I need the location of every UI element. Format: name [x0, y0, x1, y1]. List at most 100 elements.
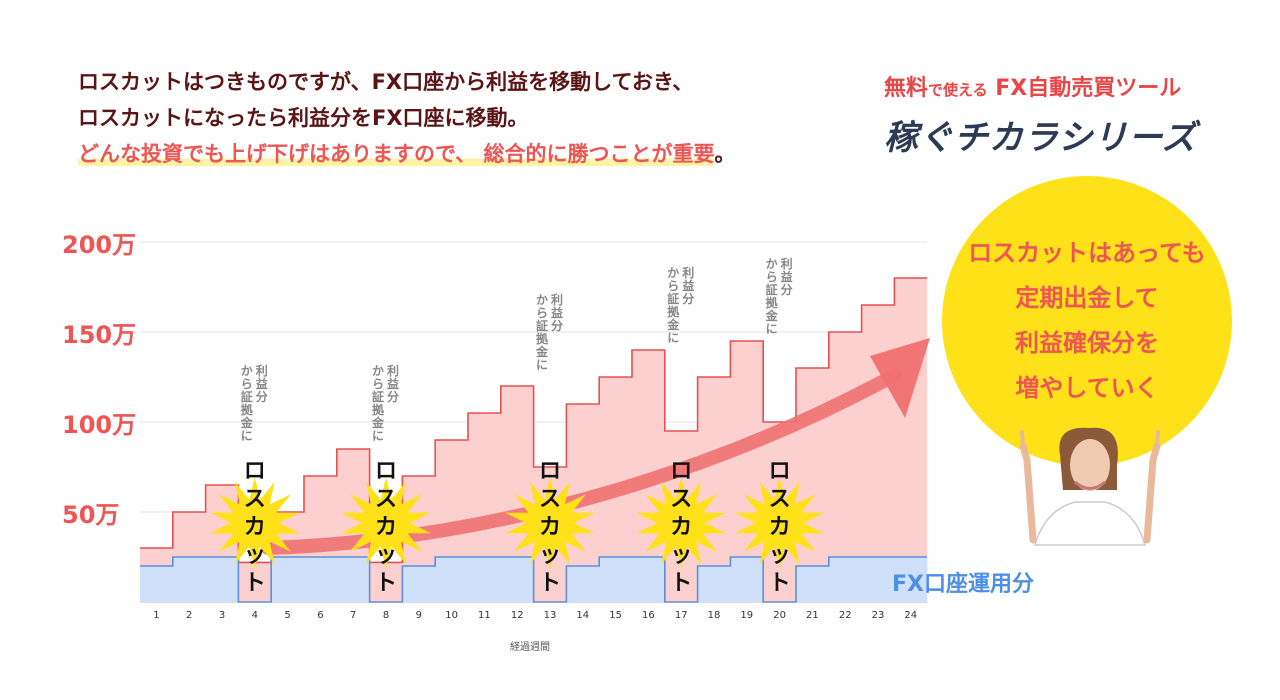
x-tick-label: 24: [904, 610, 917, 621]
fx-step-week-2: [173, 557, 206, 602]
vertical-char: 益: [781, 269, 793, 284]
vertical-char: ロ: [769, 459, 791, 484]
vertical-char: ス: [769, 487, 791, 512]
fx-step-week-23: [862, 557, 895, 602]
x-tick-label: 10: [445, 610, 458, 621]
x-tick-label: 5: [284, 610, 290, 621]
fx-step-week-11: [468, 557, 501, 602]
vertical-char: 利: [256, 363, 268, 378]
vertical-char: 証: [372, 389, 384, 404]
losscut-burst-star: [636, 477, 726, 569]
callout-line-1: ロスカットはあっても: [968, 239, 1206, 267]
vertical-char: ッ: [769, 543, 791, 568]
fx-series: [140, 556, 928, 603]
x-tick-label: 14: [576, 610, 589, 621]
fx-account-label: FX口座運用分: [892, 572, 1034, 597]
x-tick-label: 13: [544, 610, 557, 621]
vertical-char: 利: [387, 363, 399, 378]
x-tick-label: 9: [416, 610, 422, 621]
callout-line-2: 定期出金して: [1015, 284, 1159, 312]
y-tick-label: 100万: [62, 411, 136, 439]
losscut-label: ロスカット: [244, 459, 266, 596]
vertical-char: ら: [667, 279, 679, 293]
note-col-1: 利益分: [781, 256, 793, 297]
vertical-char: に: [372, 429, 384, 443]
headline-line-1: ロスカットはつきものですが、FX口座から利益を移動しておき、: [78, 70, 694, 94]
fx-step-week-12: [501, 557, 534, 602]
fx-step-week-14: [566, 566, 599, 602]
vertical-char: ト: [670, 571, 692, 596]
vertical-char: 金: [535, 344, 549, 359]
x-tick-label: 22: [839, 610, 852, 621]
y-axis-ticks: 200万 150万 100万 50万: [62, 231, 136, 529]
headline: ロスカットはつきものですが、FX口座から利益を移動しておき、 ロスカットになった…: [78, 64, 735, 172]
fx-step-week-7: [337, 557, 370, 602]
vertical-char: ト: [539, 571, 561, 596]
y-tick-label: 50万: [62, 501, 119, 529]
vertical-char: ッ: [244, 543, 266, 568]
y-tick-label: 200万: [62, 231, 136, 259]
vertical-char: に: [667, 331, 679, 345]
fx-step-week-6: [304, 557, 337, 602]
losscut-burst-star: [210, 477, 300, 569]
x-tick-label: 15: [609, 610, 622, 621]
x-tick-label: 17: [675, 610, 688, 621]
losscut-label: ロスカット: [375, 459, 397, 596]
vertical-char: 証: [667, 291, 679, 306]
losscut-burst-star: [505, 477, 595, 569]
fx-line: [140, 556, 928, 603]
vertical-char: 益: [256, 376, 268, 391]
x-tick-label: 16: [642, 610, 655, 621]
fx-step-week-21: [796, 566, 829, 602]
x-tick-label: 11: [478, 610, 491, 621]
fx-step-week-18: [698, 566, 731, 602]
brand-sub-usable: で使える: [928, 81, 988, 99]
vertical-char: か: [536, 293, 548, 307]
vertical-char: に: [241, 429, 253, 443]
vertical-char: 益: [387, 376, 399, 391]
headline-highlight: どんな投資でも上げ下げはありますので、 総合的に勝つことが重要: [78, 142, 715, 166]
callout-line-3: 利益確保分を: [1014, 329, 1159, 357]
x-tick-label: 1: [153, 610, 159, 621]
vertical-char: ロ: [670, 459, 692, 484]
vertical-char: ッ: [670, 543, 692, 568]
headline-line-3: どんな投資でも上げ下げはありますので、 総合的に勝つことが重要。: [78, 136, 735, 172]
vertical-char: カ: [539, 515, 561, 540]
losscut-label: ロスカット: [670, 459, 692, 596]
vertical-char: 証: [766, 282, 778, 297]
x-tick-label: 21: [806, 610, 819, 621]
vertical-char: 拠: [667, 304, 680, 319]
headline-line-2: ロスカットになったら利益分をFX口座に移動。: [78, 106, 529, 130]
vertical-char: ト: [244, 571, 266, 596]
vertical-char: 金: [765, 308, 779, 323]
fx-step-week-1: [140, 566, 173, 602]
vertical-char: 益: [551, 305, 563, 320]
x-axis-label: 経過週間: [510, 640, 550, 653]
vertical-char: 拠: [372, 402, 385, 417]
x-tick-label: 6: [317, 610, 323, 621]
fx-step-week-10: [435, 557, 468, 602]
fx-step-week-3: [206, 557, 239, 602]
x-tick-label: 23: [872, 610, 885, 621]
note-col-1: 利益分: [682, 265, 694, 306]
fx-step-week-19: [730, 557, 763, 602]
brand-logo: 無料で使える FX自動売買ツール 稼ぐチカラシリーズ: [884, 70, 1214, 159]
vertical-char: ス: [539, 487, 561, 512]
x-tick-label: 4: [252, 610, 258, 621]
vertical-char: か: [372, 364, 384, 378]
brand-sub-tool: FX自動売買ツール: [995, 76, 1182, 101]
vertical-char: 分: [387, 389, 399, 404]
note-col-1: 利益分: [256, 363, 268, 404]
vertical-char: に: [766, 322, 778, 336]
vertical-char: 金: [666, 317, 680, 332]
vertical-char: に: [536, 358, 548, 372]
vertical-char: ッ: [539, 543, 561, 568]
vertical-char: か: [667, 266, 679, 280]
note-col-1: 利益分: [551, 292, 563, 333]
callout-line-4: 増やしていく: [1015, 374, 1159, 402]
losscut-burst-star: [341, 477, 431, 569]
